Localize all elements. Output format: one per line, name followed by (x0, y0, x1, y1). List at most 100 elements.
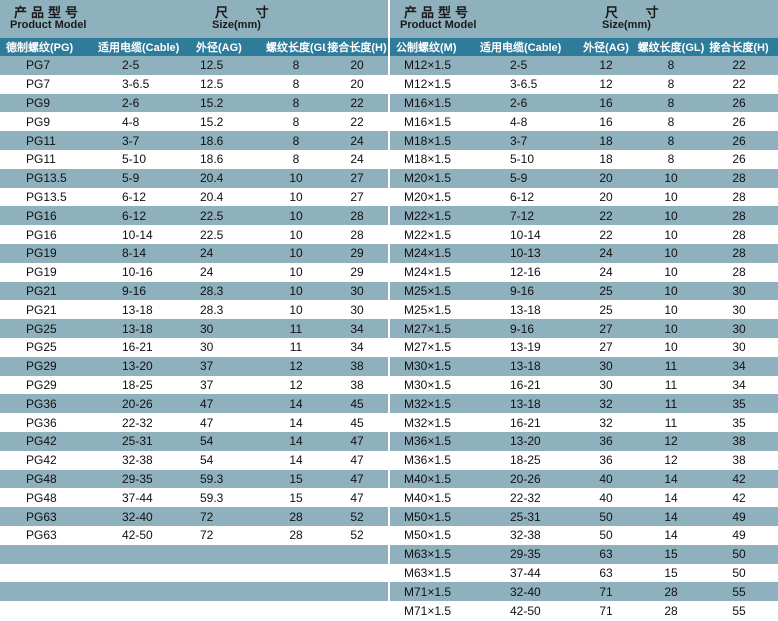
cell-cable: 32-40 (510, 584, 541, 599)
col-gl: 螺纹长度(GL) (637, 42, 705, 54)
table-row: PG13.5 6-12 20.4 10 27 (0, 187, 388, 207)
cell-gl: 8 (667, 133, 675, 148)
cell-cable: 10-16 (122, 265, 153, 280)
cell-h: 34 (350, 340, 364, 355)
cell-cable: 20-26 (122, 396, 153, 411)
cell-ag: 22.5 (200, 208, 224, 223)
cell-ag: 24 (599, 246, 613, 261)
cell-gl: 11 (664, 396, 678, 411)
divider (388, 0, 390, 621)
cell-cable: 10-13 (510, 246, 541, 261)
cell-cable: 9-16 (510, 321, 535, 336)
table-header: 产品型号 Product Model 尺 寸 Size(mm) (0, 0, 388, 38)
col-h: 接合长度(H) (327, 42, 387, 54)
cell-gl: 14 (664, 509, 678, 524)
cell-gl: 28 (664, 603, 678, 618)
table-row: PG48 29-35 59.3 15 47 (0, 469, 388, 489)
cell-cable: 20-26 (510, 471, 541, 486)
cell-thread: PG16 (26, 227, 57, 242)
cell-cable: 13-18 (122, 302, 153, 317)
cell-thread: M71×1.5 (404, 584, 452, 599)
cell-thread: M36×1.5 (404, 453, 452, 468)
table-row (0, 544, 388, 564)
cell-ag: 22.5 (200, 227, 224, 242)
cell-h: 30 (732, 340, 746, 355)
cell-cable: 8-14 (122, 246, 147, 261)
col-thread: 德制螺纹(PG) (6, 42, 74, 54)
table-row: PG7 2-5 12.5 8 20 (0, 56, 388, 75)
table-row: M18×1.5 5-10 18 8 26 (390, 149, 778, 169)
cell-ag: 30 (599, 377, 613, 392)
cell-gl: 12 (289, 377, 303, 392)
cell-gl: 10 (289, 171, 303, 186)
cell-gl: 15 (664, 547, 678, 562)
table-header: 产品型号 Product Model 尺 寸 Size(mm) (390, 0, 778, 38)
cell-h: 47 (350, 490, 364, 505)
table-row: M63×1.5 37-44 63 15 50 (390, 563, 778, 583)
cell-gl: 8 (292, 58, 300, 73)
cell-gl: 11 (664, 415, 678, 430)
cell-gl: 12 (289, 359, 303, 374)
cell-h: 20 (350, 77, 364, 92)
cell-ag: 71 (599, 584, 613, 599)
cell-h: 35 (732, 396, 746, 411)
cell-cable: 5-9 (122, 171, 140, 186)
cell-cable: 6-12 (122, 189, 147, 204)
table-row: M24×1.5 12-16 24 10 28 (390, 262, 778, 282)
cell-gl: 14 (289, 453, 303, 468)
table-row: M63×1.5 29-35 63 15 50 (390, 544, 778, 564)
cell-ag: 30 (599, 359, 613, 374)
cell-cable: 7-12 (510, 208, 535, 223)
cell-thread: PG29 (26, 377, 57, 392)
cell-ag: 37 (200, 377, 214, 392)
table-row: PG19 8-14 24 10 29 (0, 243, 388, 263)
table-row: M22×1.5 7-12 22 10 28 (390, 206, 778, 226)
cell-cable: 3-7 (510, 133, 528, 148)
cell-ag: 32 (599, 415, 613, 430)
table-row: PG42 32-38 54 14 47 (0, 450, 388, 470)
cell-h: 42 (732, 490, 746, 505)
cell-gl: 8 (667, 95, 675, 110)
cell-thread: PG19 (26, 265, 57, 280)
table-row: M30×1.5 13-18 30 11 34 (390, 356, 778, 376)
cell-h: 28 (732, 265, 746, 280)
cell-cable: 42-50 (510, 603, 541, 618)
cell-h: 29 (350, 265, 364, 280)
col-cable: 适用电缆(Cable) (480, 42, 562, 54)
cell-cable: 37-44 (122, 490, 153, 505)
cell-h: 49 (732, 528, 746, 543)
table-row: M27×1.5 9-16 27 10 30 (390, 319, 778, 338)
cell-h: 35 (732, 415, 746, 430)
cell-ag: 20 (599, 171, 613, 186)
cell-ag: 50 (599, 509, 613, 524)
table-row: M36×1.5 18-25 36 12 38 (390, 450, 778, 470)
cell-gl: 8 (292, 114, 300, 129)
cell-h: 24 (350, 152, 364, 167)
product-model-zh: 产品型号 (14, 5, 83, 20)
table-row: M20×1.5 5-9 20 10 28 (390, 168, 778, 188)
cell-h: 47 (350, 453, 364, 468)
cell-cable: 32-40 (122, 509, 153, 524)
table-body: PG7 2-5 12.5 8 20 PG7 3-6.5 12.5 8 20 PG9 2-6 15.2 8 2… (0, 56, 388, 620)
table-row: M40×1.5 22-32 40 14 42 (390, 488, 778, 508)
table-row: M24×1.5 10-13 24 10 28 (390, 243, 778, 263)
cell-thread: M27×1.5 (404, 321, 452, 336)
cell-ag: 12.5 (200, 77, 224, 92)
cell-ag: 59.3 (200, 471, 224, 486)
cell-gl: 11 (289, 321, 303, 336)
cell-gl: 15 (289, 490, 303, 505)
cell-cable: 6-12 (510, 189, 535, 204)
cell-gl: 10 (664, 227, 678, 242)
cell-thread: M32×1.5 (404, 396, 452, 411)
table-row: M50×1.5 32-38 50 14 49 (390, 525, 778, 545)
cell-ag: 24 (599, 265, 613, 280)
cell-cable: 10-14 (510, 227, 541, 242)
cell-thread: PG36 (26, 415, 57, 430)
cell-ag: 20 (599, 189, 613, 204)
table-row: PG21 13-18 28.3 10 30 (0, 300, 388, 320)
product-model-en: Product Model (400, 19, 477, 31)
table-row: M30×1.5 16-21 30 11 34 (390, 375, 778, 395)
cell-ag: 63 (599, 565, 613, 580)
cell-h: 28 (732, 189, 746, 204)
cell-ag: 22 (599, 227, 613, 242)
